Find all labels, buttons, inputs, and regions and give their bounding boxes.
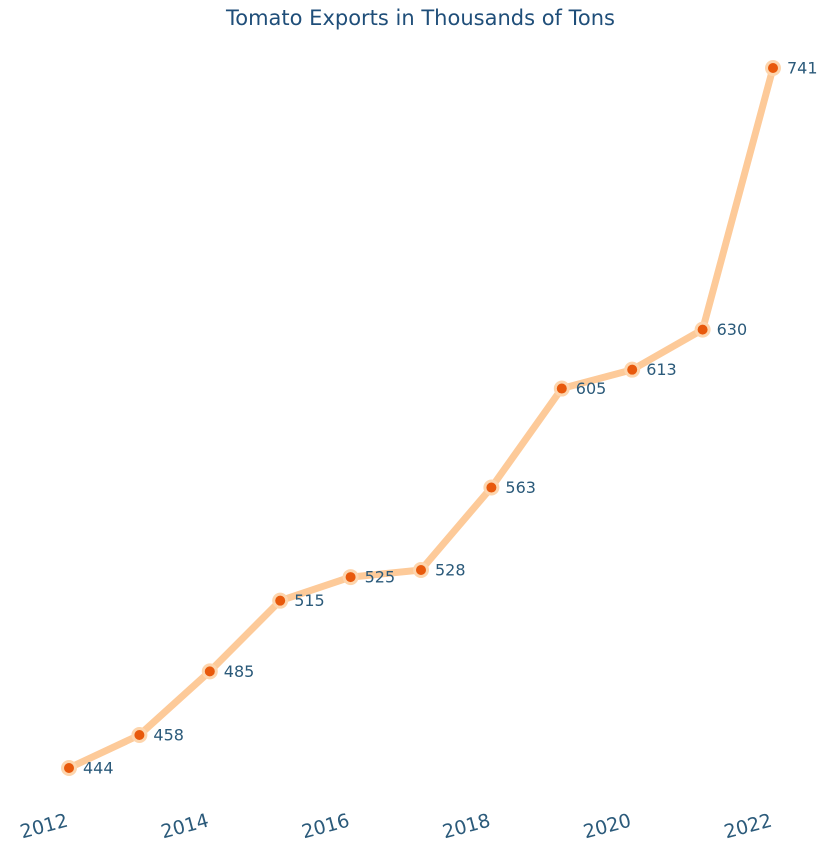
data-label: 605 [576, 379, 607, 398]
data-label: 444 [83, 759, 114, 778]
series-layer [61, 60, 781, 776]
data-label: 485 [224, 662, 255, 681]
x-tick-label: 2012 [18, 810, 70, 844]
data-label: 458 [153, 726, 184, 745]
x-tick-label: 2022 [722, 810, 774, 844]
x-axis-tick-layer: 2012 2014 2016 2018 2020 2022 [18, 810, 774, 844]
data-point [131, 727, 148, 744]
data-label: 630 [717, 320, 748, 339]
data-label: 528 [435, 561, 466, 580]
data-point [413, 562, 429, 579]
data-point [201, 663, 218, 680]
x-tick-label: 2014 [159, 810, 211, 844]
data-label: 613 [646, 360, 677, 379]
series-line [65, 64, 777, 772]
data-point [483, 479, 500, 496]
data-label-layer: 444 458 485 515 525 528 563 605 613 630 741 [83, 59, 818, 778]
data-point [765, 60, 781, 76]
x-tick-label: 2016 [299, 810, 351, 844]
data-label: 563 [505, 478, 536, 497]
data-point [553, 380, 570, 397]
x-tick-label: 2020 [581, 810, 633, 844]
x-tick-label: 2018 [440, 810, 492, 844]
data-point [272, 592, 289, 609]
data-label: 515 [294, 591, 325, 610]
data-label: 741 [787, 59, 818, 78]
data-point [61, 760, 77, 776]
chart-title: Tomato Exports in Thousands of Tons [225, 6, 615, 30]
data-point [624, 361, 641, 378]
data-point [694, 321, 711, 338]
data-point [342, 569, 359, 586]
data-label: 525 [365, 568, 396, 587]
